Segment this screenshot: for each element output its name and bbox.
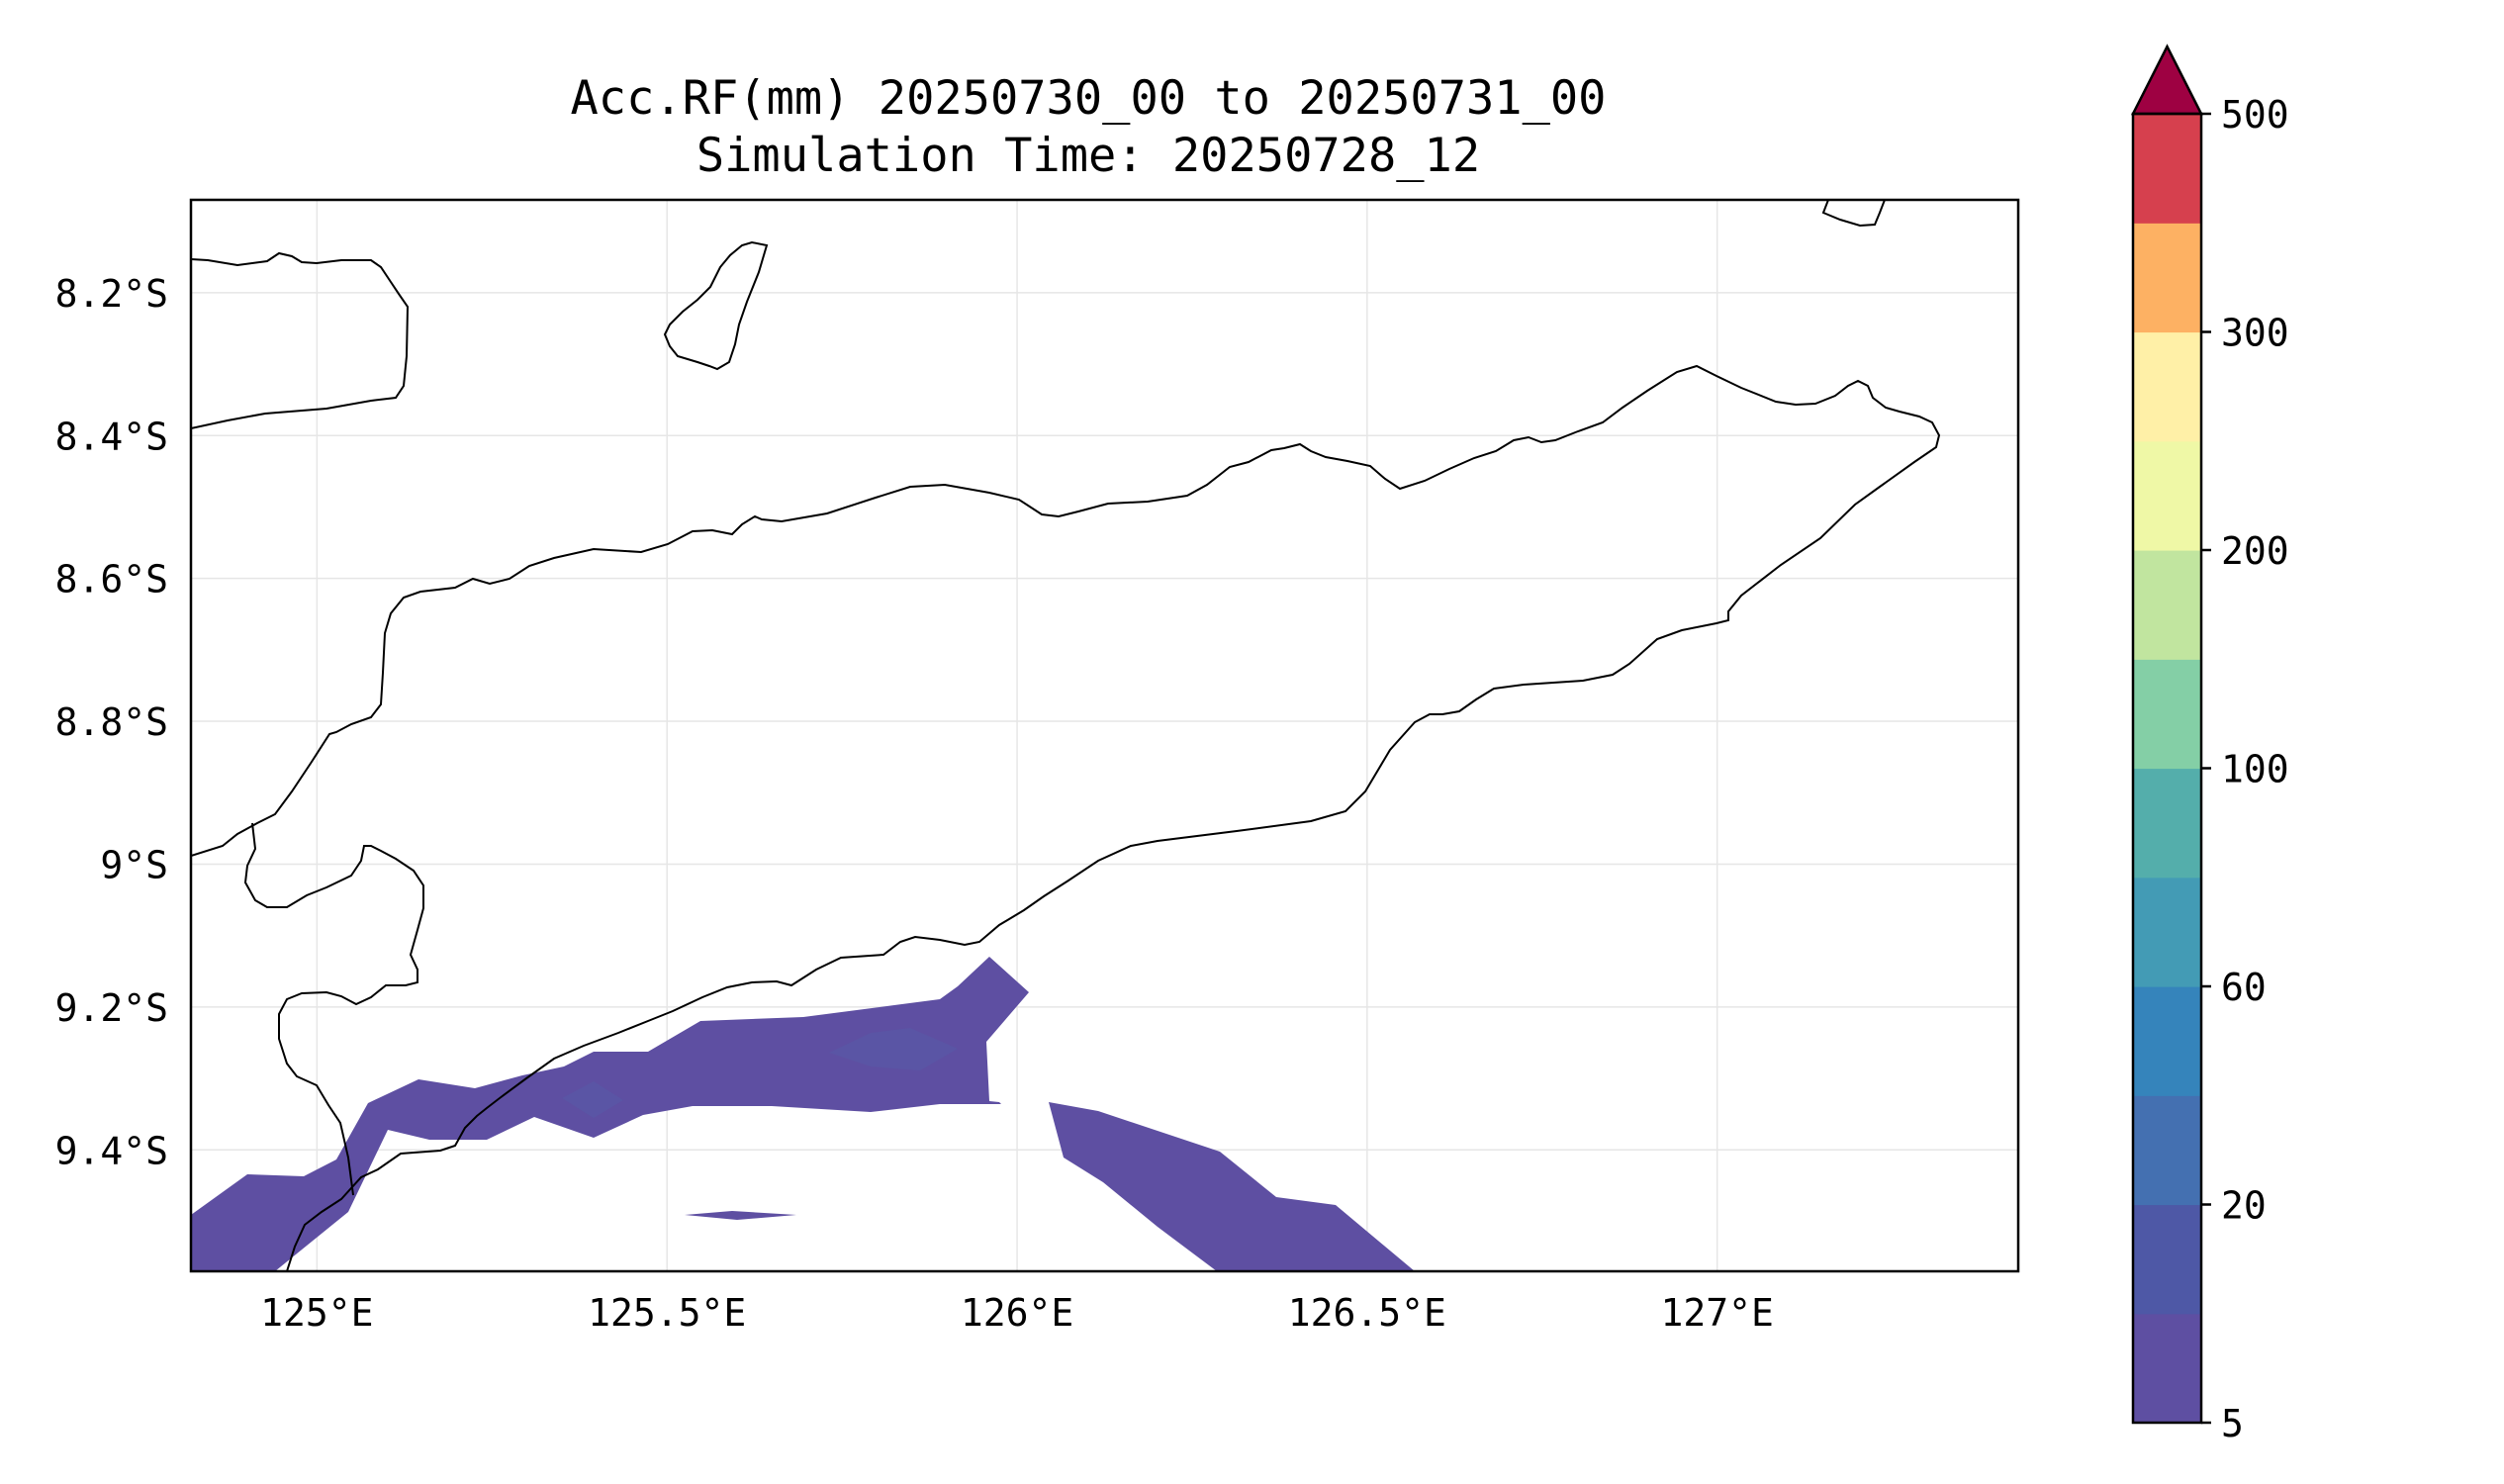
colorbar-tick-label: 100 xyxy=(2221,748,2289,791)
colorbar-tick-labels: 5 20 60 100 200 300 500 xyxy=(2201,93,2289,1445)
title-line-2: Simulation Time: 20250728_12 xyxy=(696,129,1480,183)
lat-tick-label: 9.4°S xyxy=(55,1129,168,1172)
longitude-tick-labels: 125°E 125.5°E 126°E 126.5°E 127°E xyxy=(260,1291,1774,1335)
map-frame xyxy=(189,198,2020,1273)
colorbar-band xyxy=(2133,1204,2201,1315)
colorbar-band xyxy=(2133,877,2201,987)
colorbar-band xyxy=(2133,768,2201,879)
title-line-1: Acc.RF(mm) 20250730_00 to 20250731_00 xyxy=(571,71,1607,126)
lat-tick-label: 9°S xyxy=(100,843,168,886)
map-panel: 8.2°S8.4°S8.6°S8.8°S9°S9.2°S9.4°S 125°E 1… xyxy=(55,198,2020,1335)
latitude-tick-labels: 8.2°S 8.4°S 8.6°S 8.8°S 9°S 9.2°S 9.4°S xyxy=(55,272,168,1172)
rainfall-fill xyxy=(191,957,1415,1271)
lat-tick-label: 8.6°S xyxy=(55,558,168,602)
lon-tick-label: 126.5°E xyxy=(1288,1291,1446,1335)
rain-band-east xyxy=(999,1102,1415,1271)
lon-tick-label: 126°E xyxy=(961,1291,1073,1335)
colorbar-band xyxy=(2133,114,2201,224)
colorbar-tick-label: 300 xyxy=(2221,312,2289,355)
graticule xyxy=(191,200,2018,1271)
lon-tick-label: 125.5°E xyxy=(588,1291,746,1335)
colorbar-band xyxy=(2133,223,2201,333)
coastline-northeast-islet xyxy=(1821,200,1886,228)
colorbar-band xyxy=(2133,550,2201,660)
lat-tick-label: 8.8°S xyxy=(55,700,168,744)
lon-tick-label: 125°E xyxy=(260,1291,373,1335)
colorbar-bands xyxy=(2133,114,2201,1424)
rain-patch-south xyxy=(685,1211,796,1220)
rain-core-2 xyxy=(562,1081,623,1118)
coastlines xyxy=(191,200,1941,1271)
colorbar-band xyxy=(2133,986,2201,1096)
lat-tick-label: 8.2°S xyxy=(55,272,168,316)
colorbar-band xyxy=(2133,440,2201,551)
colorbar-tick-label: 5 xyxy=(2221,1402,2244,1445)
lon-tick-label: 127°E xyxy=(1661,1291,1774,1335)
colorbar-tick-label: 200 xyxy=(2221,529,2289,573)
lat-tick-label: 9.2°S xyxy=(55,986,168,1030)
colorbar-tick-label: 500 xyxy=(2221,93,2289,137)
colorbar: 5 20 60 100 200 300 500 xyxy=(2130,44,2289,1445)
lat-tick-label: 8.4°S xyxy=(55,415,168,458)
colorbar-band xyxy=(2133,659,2201,770)
rain-band-west xyxy=(191,957,1029,1271)
coastline-timor-north xyxy=(191,364,1941,1271)
colorbar-extend-arrow xyxy=(2130,44,2204,116)
colorbar-tick-label: 20 xyxy=(2221,1184,2267,1228)
colorbar-tick-label: 60 xyxy=(2221,966,2267,1009)
coastline-wetar-south xyxy=(191,251,410,429)
colorbar-band xyxy=(2133,1095,2201,1206)
colorbar-band xyxy=(2133,331,2201,442)
coastline-border-inland xyxy=(243,822,424,1196)
colorbar-band xyxy=(2133,1313,2201,1424)
rain-core-1 xyxy=(829,1028,958,1070)
coastline-atauro xyxy=(663,240,769,371)
